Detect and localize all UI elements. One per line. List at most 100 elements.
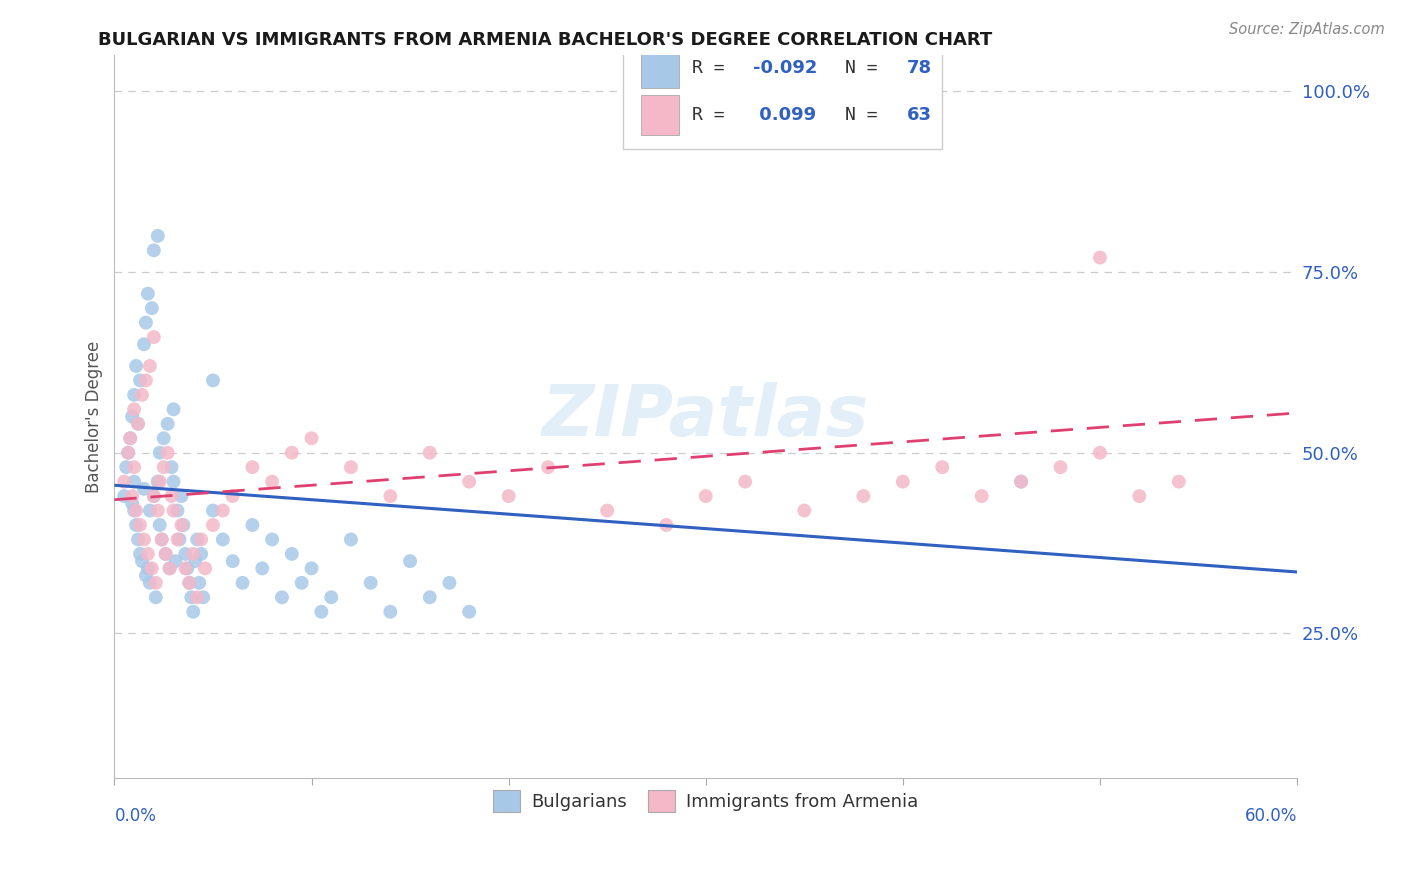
Point (139, 359, 162, 373)
Point (121, 489, 143, 503)
Y-axis label: Bachelor's Degree: Bachelor's Degree (86, 341, 103, 492)
Point (125, 518, 148, 533)
Point (132, 533, 155, 547)
Point (115, 460, 138, 475)
Point (117, 446, 139, 460)
Point (145, 591, 167, 605)
Point (380, 489, 402, 503)
Point (156, 446, 179, 460)
Point (360, 575, 382, 590)
Point (242, 518, 264, 533)
Point (129, 518, 152, 533)
Point (122, 388, 145, 402)
Point (852, 489, 875, 503)
Point (125, 359, 148, 373)
Point (112, 489, 135, 503)
Point (146, 475, 169, 489)
Text: ZIPatlas: ZIPatlas (543, 382, 869, 451)
Text: 63: 63 (907, 106, 932, 124)
Point (734, 475, 756, 489)
Text: BULGARIAN VS IMMIGRANTS FROM ARMENIA BACHELOR'S DEGREE CORRELATION CHART: BULGARIAN VS IMMIGRANTS FROM ARMENIA BAC… (98, 31, 993, 49)
Point (129, 373, 152, 387)
Point (419, 591, 441, 605)
Point (1128, 489, 1150, 503)
Point (166, 503, 188, 517)
Point (311, 605, 333, 619)
Point (132, 337, 155, 351)
Point (458, 475, 481, 489)
Point (655, 518, 678, 533)
Point (122, 503, 145, 517)
Point (142, 244, 165, 258)
Point (201, 373, 224, 387)
Point (186, 591, 208, 605)
Point (301, 431, 323, 445)
Point (131, 388, 153, 402)
Point (439, 575, 461, 590)
Point (170, 489, 193, 503)
Point (180, 591, 202, 605)
Point (152, 460, 174, 475)
Point (262, 533, 284, 547)
Point (149, 475, 172, 489)
Point (891, 475, 914, 489)
Point (340, 460, 363, 475)
Point (190, 547, 212, 561)
Text: N =: N = (845, 106, 889, 124)
Point (181, 605, 204, 619)
Point (142, 489, 165, 503)
Point (179, 575, 201, 590)
Point (172, 518, 194, 533)
Point (191, 591, 214, 605)
Point (970, 489, 993, 503)
Point (141, 561, 163, 575)
Point (142, 489, 165, 503)
Point (149, 518, 172, 533)
Point (291, 575, 314, 590)
Point (281, 446, 304, 460)
Point (141, 301, 163, 315)
Point (190, 533, 212, 547)
FancyBboxPatch shape (641, 95, 679, 135)
Point (117, 446, 139, 460)
Point (1010, 475, 1032, 489)
Point (165, 554, 187, 568)
Point (139, 503, 162, 517)
Text: 78: 78 (907, 59, 932, 77)
Point (1010, 475, 1032, 489)
Point (399, 554, 422, 568)
Text: 0.0%: 0.0% (114, 807, 156, 825)
Text: -0.092: -0.092 (754, 59, 817, 77)
Point (155, 547, 177, 561)
Legend: Bulgarians, Immigrants from Armenia: Bulgarians, Immigrants from Armenia (485, 783, 925, 820)
Point (127, 417, 149, 431)
Point (166, 533, 188, 547)
Point (271, 591, 294, 605)
Point (122, 475, 145, 489)
Point (162, 503, 184, 517)
Point (146, 228, 169, 243)
Point (184, 554, 207, 568)
Point (498, 489, 520, 503)
Text: 0.099: 0.099 (754, 106, 815, 124)
Point (201, 503, 224, 517)
Point (120, 431, 142, 445)
Point (281, 547, 304, 561)
Point (221, 554, 243, 568)
Point (150, 533, 173, 547)
Point (231, 575, 253, 590)
Point (221, 489, 243, 503)
Point (132, 482, 155, 496)
Point (127, 533, 149, 547)
Point (537, 460, 560, 475)
Point (162, 475, 184, 489)
Point (194, 561, 217, 575)
Point (112, 475, 135, 489)
Point (596, 503, 619, 517)
Point (155, 547, 177, 561)
Point (120, 431, 142, 445)
Point (186, 533, 208, 547)
Point (174, 561, 197, 575)
Point (159, 561, 181, 575)
Point (174, 547, 197, 561)
